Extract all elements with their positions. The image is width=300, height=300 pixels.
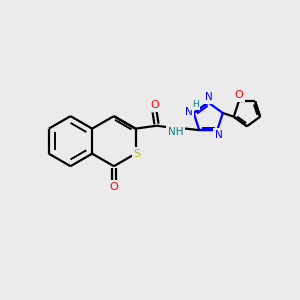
- Text: N: N: [185, 106, 193, 117]
- Text: H: H: [192, 100, 199, 109]
- Text: S: S: [134, 149, 141, 159]
- Text: O: O: [110, 182, 118, 192]
- Text: O: O: [150, 100, 159, 110]
- Text: N: N: [215, 130, 223, 140]
- Text: NH: NH: [168, 127, 183, 136]
- Text: N: N: [205, 92, 213, 102]
- Text: O: O: [234, 90, 243, 100]
